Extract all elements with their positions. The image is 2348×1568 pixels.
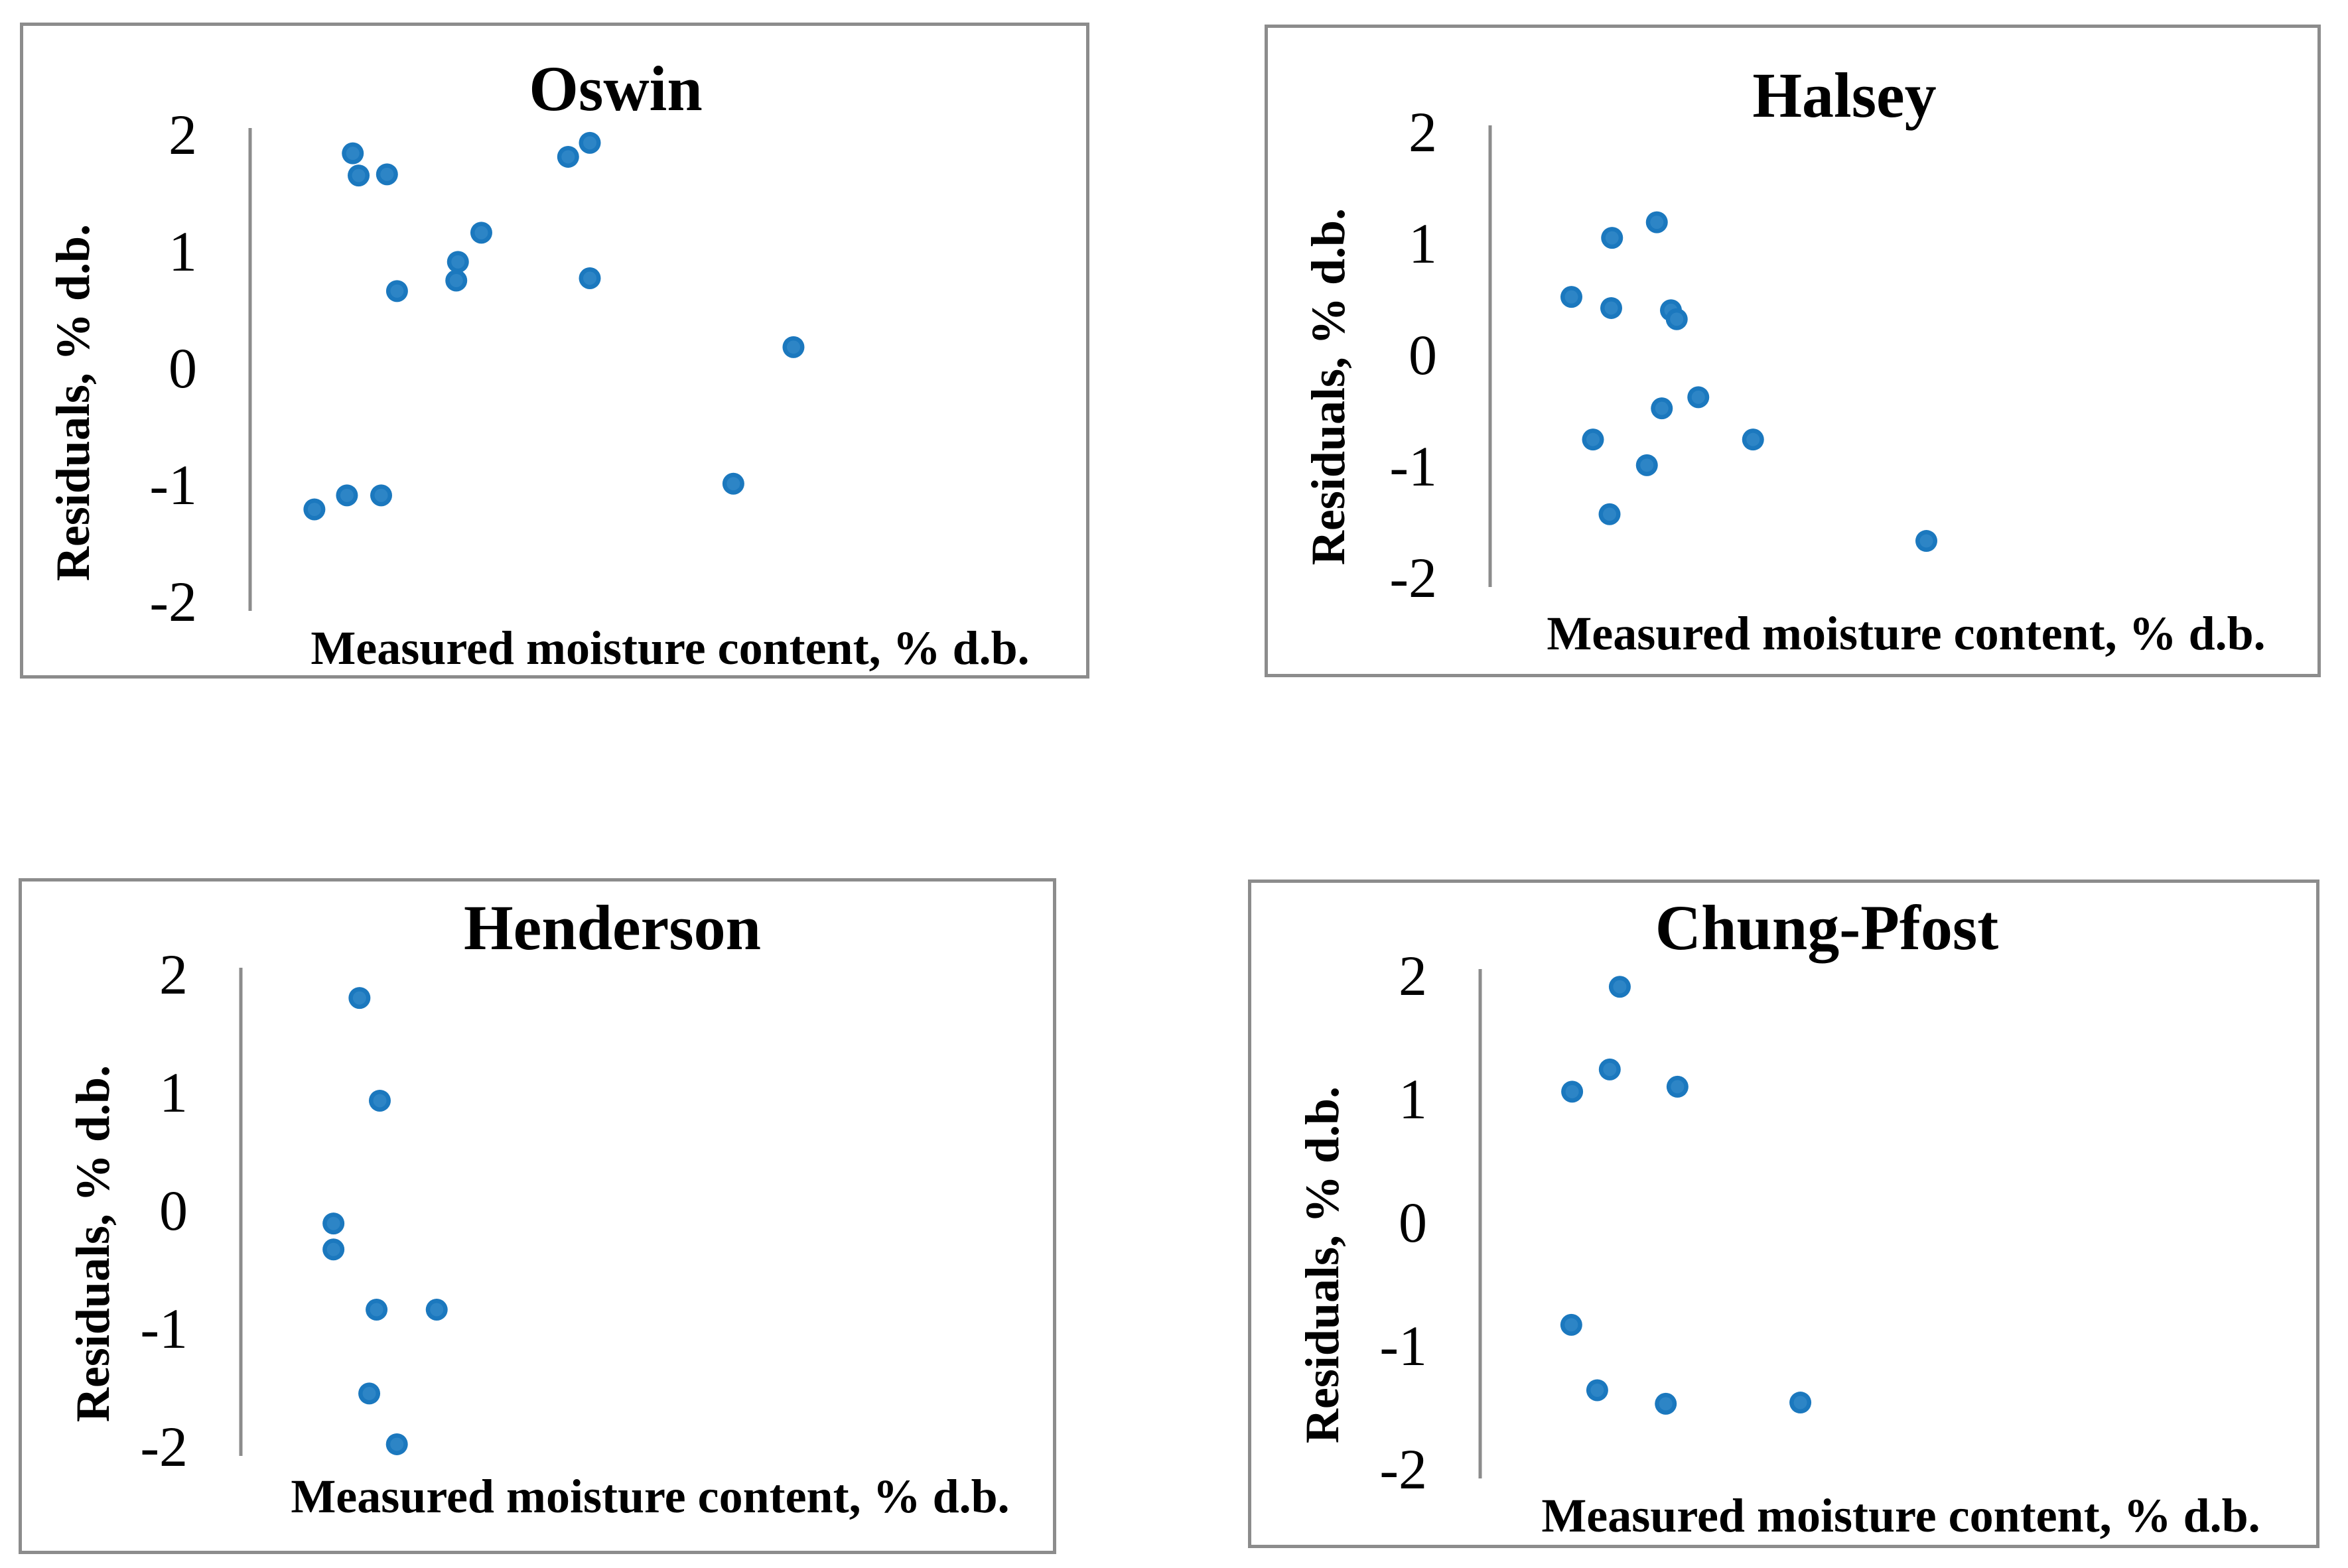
chart-panel-oswin: Oswin Residuals, % d.b. Measured moistur… [20, 23, 1089, 679]
data-point-core [352, 991, 366, 1005]
y-tick-label: 2 [1409, 100, 1437, 164]
plot-area: 2 1 0 -1 -2 [1379, 944, 1812, 1501]
y-tick-label: -1 [149, 453, 197, 517]
data-point-core [1590, 1383, 1604, 1397]
y-tick-label: -1 [140, 1297, 188, 1360]
y-tick-label: 1 [159, 1061, 188, 1124]
data-point-core [1691, 390, 1705, 404]
data-point-core [352, 168, 366, 182]
data-point-core [1671, 1080, 1685, 1094]
data-point-core [449, 274, 463, 287]
y-tick-label: 0 [1409, 323, 1437, 387]
y-tick-label: 0 [169, 336, 197, 400]
data-point-core [390, 1437, 404, 1451]
data-point-core [1650, 216, 1664, 229]
data-point-core [380, 167, 394, 181]
y-tick-label: -1 [1389, 434, 1437, 498]
data-point-core [1670, 312, 1684, 326]
chart-title: Halsey [1752, 60, 1937, 131]
chart-title: Chung-Pfost [1655, 892, 1999, 963]
data-point-core [451, 255, 465, 269]
data-point-core [326, 1242, 340, 1256]
data-point-core [1564, 290, 1578, 304]
data-point-core [561, 150, 575, 164]
data-point-core [474, 226, 488, 239]
data-point-core [326, 1216, 340, 1230]
y-tick-label: -2 [1389, 546, 1437, 610]
y-tick-label: -2 [1379, 1437, 1427, 1501]
data-point-core [430, 1303, 444, 1317]
data-point-core [1586, 432, 1600, 446]
y-tick-label: 0 [1399, 1191, 1427, 1254]
data-point-core [346, 147, 360, 161]
data-point-core [390, 284, 404, 298]
data-point-core [583, 136, 597, 150]
data-point-core [1746, 432, 1760, 446]
y-tick-label: -2 [149, 570, 197, 633]
chart-panel-henderson: Henderson Residuals, % d.b. Measured moi… [19, 878, 1056, 1554]
data-point-core [1605, 231, 1619, 245]
data-point-core [1655, 401, 1669, 415]
x-axis-title: Measured moisture content, % d.b. [1547, 607, 2266, 660]
y-tick-label: 2 [159, 943, 188, 1006]
data-point-core [340, 488, 354, 502]
data-point-core [374, 488, 388, 502]
y-tick-label: 2 [169, 103, 197, 166]
chart-title: Henderson [463, 892, 762, 963]
y-tick-label: 1 [1399, 1067, 1427, 1131]
data-point-core [726, 477, 740, 491]
data-point-core [1640, 458, 1654, 472]
data-point-core [1793, 1396, 1807, 1409]
y-tick-label: 0 [159, 1179, 188, 1242]
data-point-core [307, 502, 321, 516]
data-point-core [786, 340, 800, 354]
data-point-core [1919, 534, 1933, 548]
data-point-core [1604, 301, 1618, 315]
data-point-core [1565, 1084, 1579, 1098]
chart-panel-halsey: Halsey Residuals, % d.b. Measured moistu… [1265, 25, 2321, 677]
plot-area: 2 1 0 -1 -2 [140, 943, 448, 1478]
data-point-core [1564, 1318, 1578, 1332]
data-point-core [1603, 507, 1616, 521]
data-point-core [370, 1303, 383, 1317]
data-point-core [373, 1094, 387, 1108]
data-point-core [1603, 1063, 1617, 1077]
data-point-core [362, 1386, 376, 1400]
chart-title: Oswin [529, 53, 703, 124]
chart-panel-chung-pfost: Chung-Pfost Residuals, % d.b. Measured m… [1248, 880, 2319, 1548]
data-point-core [583, 271, 597, 285]
x-axis-title: Measured moisture content, % d.b. [291, 1470, 1010, 1523]
x-axis-title: Measured moisture content, % d.b. [311, 621, 1030, 675]
x-axis-title: Measured moisture content, % d.b. [1541, 1489, 2260, 1542]
y-tick-label: -2 [140, 1415, 188, 1478]
plot-area: 2 1 0 -1 -2 [149, 103, 805, 633]
y-tick-label: -1 [1379, 1314, 1427, 1378]
plot-area: 2 1 0 -1 -2 [1389, 100, 1937, 610]
data-point-core [1613, 980, 1627, 994]
y-tick-label: 2 [1399, 944, 1427, 1008]
y-tick-label: 1 [169, 220, 197, 283]
data-point-core [1659, 1397, 1673, 1411]
y-tick-label: 1 [1409, 212, 1437, 275]
